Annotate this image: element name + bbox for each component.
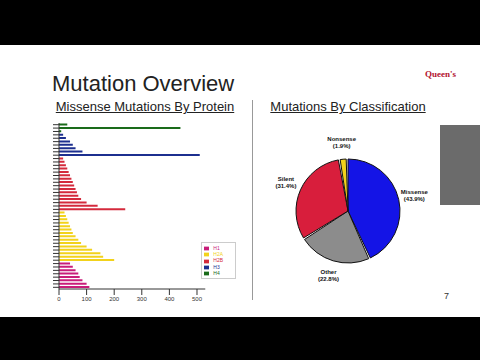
html-text:H3: H3 [213, 263, 220, 270]
html-text:Mutations By Classification: Mutations By Classification [270, 99, 426, 114]
svg-text:100: 100 [82, 296, 93, 302]
svg-text:0: 0 [57, 296, 61, 302]
html-text:Queen's: Queen's [425, 69, 456, 79]
svg-text:Silent(31.4%): Silent(31.4%) [275, 176, 296, 189]
html-text:Missense Mutations By Protein: Missense Mutations By Protein [55, 99, 235, 114]
html-text:H2A: H2A [213, 251, 223, 258]
html-text:H1: H1 [213, 245, 220, 252]
svg-text:200: 200 [109, 296, 120, 302]
svg-text:300: 300 [137, 296, 148, 302]
svg-text:Nonsense(1.9%): Nonsense(1.9%) [327, 136, 356, 149]
html-text:Mutation Overview: Mutation Overview [52, 71, 235, 96]
svg-text:Missense(43.9%): Missense(43.9%) [401, 189, 429, 202]
svg-text:400: 400 [164, 296, 175, 302]
html-text:H2B: H2B [213, 257, 223, 264]
html-text:7: 7 [444, 291, 449, 301]
svg-text:500: 500 [192, 296, 203, 302]
svg-text:Other(22.8%): Other(22.8%) [318, 269, 339, 282]
html-text:H4: H4 [213, 269, 220, 276]
